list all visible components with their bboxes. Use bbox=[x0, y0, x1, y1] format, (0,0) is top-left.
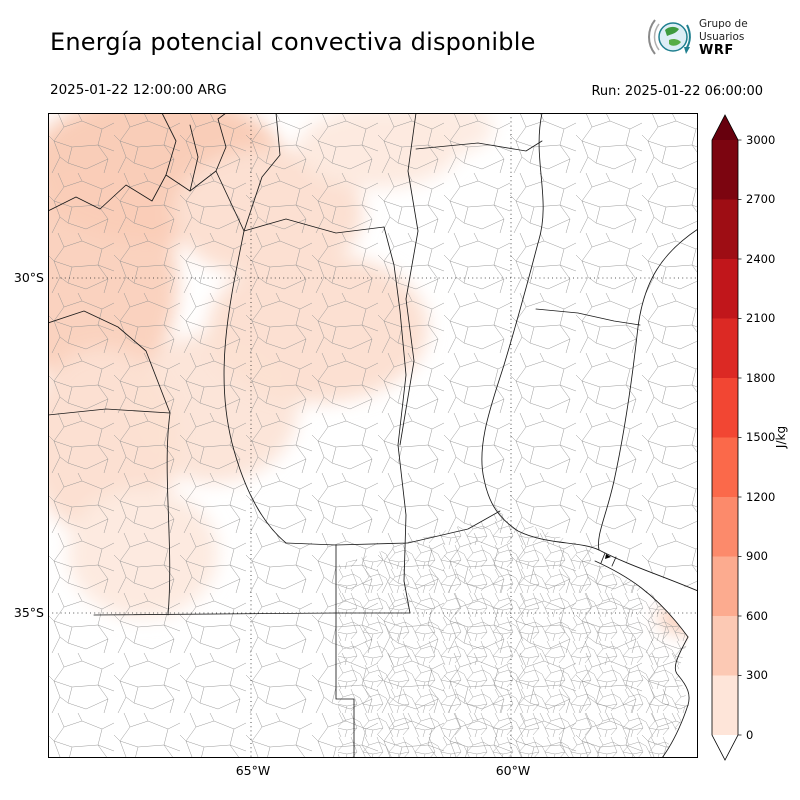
uruguay-river bbox=[598, 228, 698, 551]
lat-tick-30s: 30°S bbox=[13, 270, 44, 285]
atlantic-coast bbox=[661, 636, 690, 758]
model-run-label: Run: 2025-01-22 06:00:00 bbox=[591, 84, 763, 99]
map-panel bbox=[48, 113, 698, 758]
lat-tick-35s: 35°S bbox=[13, 605, 44, 620]
colorbar-label-2400: 2400 bbox=[746, 252, 776, 266]
colorbar-label-1200: 1200 bbox=[746, 490, 776, 504]
logo-text: Grupo de Usuarios WRF bbox=[699, 18, 748, 57]
rio-de-la-plata-water bbox=[597, 552, 698, 758]
lon-tick-60w: 60°W bbox=[495, 763, 531, 778]
map-frame bbox=[48, 113, 698, 758]
colorbar-label-2700: 2700 bbox=[746, 192, 776, 206]
lon-tick-65w: 65°W bbox=[235, 763, 271, 778]
colorbar-label-600: 600 bbox=[746, 609, 768, 623]
buenos-aires-coast bbox=[594, 560, 689, 638]
valid-time-label: 2025-01-22 12:00:00 ARG bbox=[50, 82, 227, 98]
colorbar-label-900: 900 bbox=[746, 549, 768, 563]
wrf-globe-icon bbox=[648, 19, 691, 55]
logo-line-wrf: WRF bbox=[699, 42, 734, 58]
colorbar-ticks bbox=[738, 139, 742, 736]
uruguay-coast bbox=[598, 549, 698, 592]
logo-line-1: Grupo de bbox=[699, 17, 748, 30]
buenos-aires-partidos-mesh bbox=[338, 513, 689, 758]
colorbar-label-0: 0 bbox=[746, 728, 754, 742]
colorbar-label-1800: 1800 bbox=[746, 371, 776, 385]
colorbar-over-arrow bbox=[712, 115, 738, 140]
page-title: Energía potencial convectiva disponible bbox=[50, 28, 536, 56]
colorbar-label-2100: 2100 bbox=[746, 311, 776, 325]
colorbar-label-300: 300 bbox=[746, 668, 768, 682]
colorbar-under-arrow bbox=[712, 735, 738, 760]
wrf-users-group-logo: Grupo de Usuarios WRF bbox=[645, 12, 748, 62]
map-canvas bbox=[48, 113, 698, 758]
colorbar-label-3000: 3000 bbox=[746, 133, 776, 147]
colorbar-label-1500: 1500 bbox=[746, 430, 776, 444]
logo-line-2: Usuarios bbox=[699, 30, 745, 43]
colorbar-unit-label: J/kg bbox=[774, 425, 788, 449]
parana-river bbox=[481, 113, 600, 551]
colorbar bbox=[711, 114, 742, 761]
buenos-aires-marker-icon bbox=[605, 554, 611, 559]
province-borders bbox=[48, 113, 698, 758]
